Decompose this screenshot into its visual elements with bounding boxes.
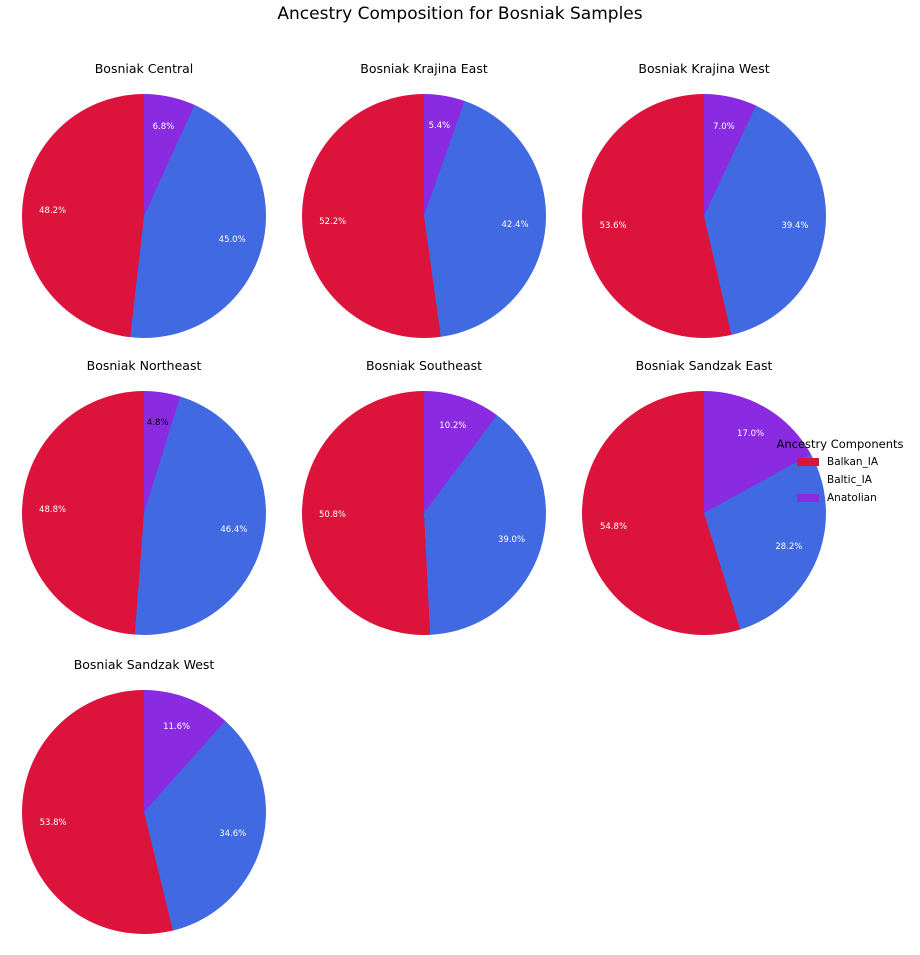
pct-label-bosniak-sandzak-west-anatolian: 11.6% — [163, 721, 191, 732]
pct-label-bosniak-krajina-east-anatolian: 5.4% — [428, 120, 451, 131]
pct-label-bosniak-sandzak-east-anatolian: 17.0% — [737, 429, 765, 440]
pct-label-bosniak-krajina-west-baltic_ia: 39.4% — [781, 220, 809, 231]
pie-title-bosniak-krajina-east: Bosniak Krajina East — [360, 61, 488, 76]
pie-title-bosniak-sandzak-west: Bosniak Sandzak West — [73, 657, 215, 672]
pct-label-bosniak-northeast-anatolian: 4.8% — [146, 417, 169, 428]
pie-bosniak-southeast — [302, 391, 546, 635]
legend-swatch-baltic-ia — [797, 476, 819, 484]
pct-label-bosniak-central-anatolian: 6.8% — [152, 121, 175, 132]
pie-title-bosniak-southeast: Bosniak Southeast — [365, 358, 483, 373]
pct-label-bosniak-krajina-west-anatolian: 7.0% — [713, 121, 735, 132]
pct-label-bosniak-krajina-east-balkan_ia: 52.2% — [319, 217, 347, 228]
pie-title-bosniak-sandzak-east: Bosniak Sandzak East — [635, 358, 773, 373]
pct-label-bosniak-krajina-east-baltic_ia: 42.4% — [501, 220, 529, 231]
pie-bosniak-krajina-west — [582, 94, 826, 338]
pct-label-bosniak-northeast-baltic_ia: 46.4% — [220, 525, 248, 536]
pct-label-bosniak-southeast-anatolian: 10.2% — [439, 421, 467, 432]
pct-label-bosniak-southeast-balkan_ia: 50.8% — [319, 510, 347, 521]
pct-label-bosniak-central-balkan_ia: 48.2% — [39, 205, 67, 216]
legend: Ancestry Components Balkan_IA Baltic_IA … — [761, 437, 919, 505]
legend-label-baltic-ia: Baltic_IA — [827, 474, 872, 486]
pct-label-bosniak-sandzak-east-baltic_ia: 28.2% — [775, 542, 803, 553]
pie-bosniak-northeast — [22, 391, 266, 635]
legend-item-balkan-ia: Balkan_IA — [761, 455, 919, 469]
pie-title-bosniak-central: Bosniak Central — [94, 61, 194, 76]
legend-swatch-anatolian — [797, 494, 819, 502]
pie-bosniak-sandzak-east — [582, 391, 826, 635]
pct-label-bosniak-sandzak-west-balkan_ia: 53.8% — [39, 817, 67, 828]
legend-label-balkan-ia: Balkan_IA — [827, 456, 879, 468]
chart-title: Ancestry Composition for Bosniak Samples — [277, 4, 643, 24]
legend-swatch-balkan-ia — [797, 458, 819, 466]
pct-label-bosniak-sandzak-east-balkan_ia: 54.8% — [600, 521, 628, 532]
legend-item-anatolian: Anatolian — [761, 491, 919, 505]
pct-label-bosniak-central-baltic_ia: 45.0% — [218, 235, 246, 246]
pie-title-bosniak-krajina-west: Bosniak Krajina West — [638, 61, 770, 76]
pie-bosniak-sandzak-west — [22, 690, 266, 934]
pie-title-bosniak-northeast: Bosniak Northeast — [86, 358, 202, 373]
legend-title: Ancestry Components — [776, 437, 904, 451]
pie-bosniak-krajina-east — [302, 94, 546, 338]
pct-label-bosniak-northeast-balkan_ia: 48.8% — [39, 504, 67, 515]
pie-bosniak-central — [22, 94, 266, 338]
pct-label-bosniak-southeast-baltic_ia: 39.0% — [498, 534, 526, 545]
legend-item-baltic-ia: Baltic_IA — [761, 473, 919, 487]
legend-label-anatolian: Anatolian — [827, 492, 877, 504]
pct-label-bosniak-krajina-west-balkan_ia: 53.6% — [599, 221, 627, 232]
pct-label-bosniak-sandzak-west-baltic_ia: 34.6% — [219, 829, 247, 840]
